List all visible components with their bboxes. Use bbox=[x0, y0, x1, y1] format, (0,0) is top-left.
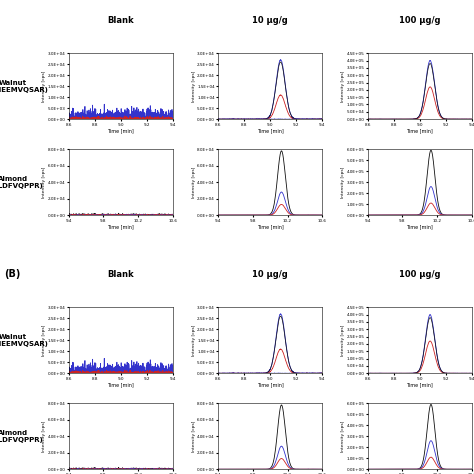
Text: Almond
(GNLDFVQPPR): Almond (GNLDFVQPPR) bbox=[0, 176, 43, 189]
Y-axis label: Intensity [cps]: Intensity [cps] bbox=[42, 420, 46, 452]
X-axis label: Time [min]: Time [min] bbox=[107, 224, 134, 229]
X-axis label: Time [min]: Time [min] bbox=[257, 128, 283, 133]
Y-axis label: Intensity [cps]: Intensity [cps] bbox=[341, 71, 345, 102]
X-axis label: Time [min]: Time [min] bbox=[406, 224, 433, 229]
X-axis label: Time [min]: Time [min] bbox=[107, 128, 134, 133]
Y-axis label: Intensity [cps]: Intensity [cps] bbox=[341, 420, 345, 452]
Text: Blank: Blank bbox=[108, 16, 134, 25]
Text: (B): (B) bbox=[4, 269, 21, 279]
Text: Walnut
(GEEMEEMVQSAR): Walnut (GEEMEEMVQSAR) bbox=[0, 334, 49, 347]
X-axis label: Time [min]: Time [min] bbox=[406, 382, 433, 387]
Y-axis label: Intensity [cps]: Intensity [cps] bbox=[42, 325, 46, 356]
Text: 10 μg/g: 10 μg/g bbox=[252, 270, 288, 279]
Y-axis label: Intensity [cps]: Intensity [cps] bbox=[191, 325, 196, 356]
Text: Blank: Blank bbox=[108, 270, 134, 279]
X-axis label: Time [min]: Time [min] bbox=[406, 128, 433, 133]
Text: 100 μg/g: 100 μg/g bbox=[399, 16, 440, 25]
X-axis label: Time [min]: Time [min] bbox=[257, 382, 283, 387]
Y-axis label: Intensity [cps]: Intensity [cps] bbox=[191, 420, 196, 452]
Y-axis label: Intensity [cps]: Intensity [cps] bbox=[191, 166, 196, 198]
Text: 10 μg/g: 10 μg/g bbox=[252, 16, 288, 25]
Text: Walnut
(GEEMEEMVQSAR): Walnut (GEEMEEMVQSAR) bbox=[0, 80, 49, 93]
Y-axis label: Intensity [cps]: Intensity [cps] bbox=[191, 71, 196, 102]
Text: 100 μg/g: 100 μg/g bbox=[399, 270, 440, 279]
Y-axis label: Intensity [cps]: Intensity [cps] bbox=[341, 166, 345, 198]
X-axis label: Time [min]: Time [min] bbox=[257, 224, 283, 229]
Y-axis label: Intensity [cps]: Intensity [cps] bbox=[42, 71, 46, 102]
Y-axis label: Intensity [cps]: Intensity [cps] bbox=[42, 166, 46, 198]
Text: Almond
(GNLDFVQPPR): Almond (GNLDFVQPPR) bbox=[0, 430, 43, 443]
Y-axis label: Intensity [cps]: Intensity [cps] bbox=[341, 325, 345, 356]
X-axis label: Time [min]: Time [min] bbox=[107, 382, 134, 387]
